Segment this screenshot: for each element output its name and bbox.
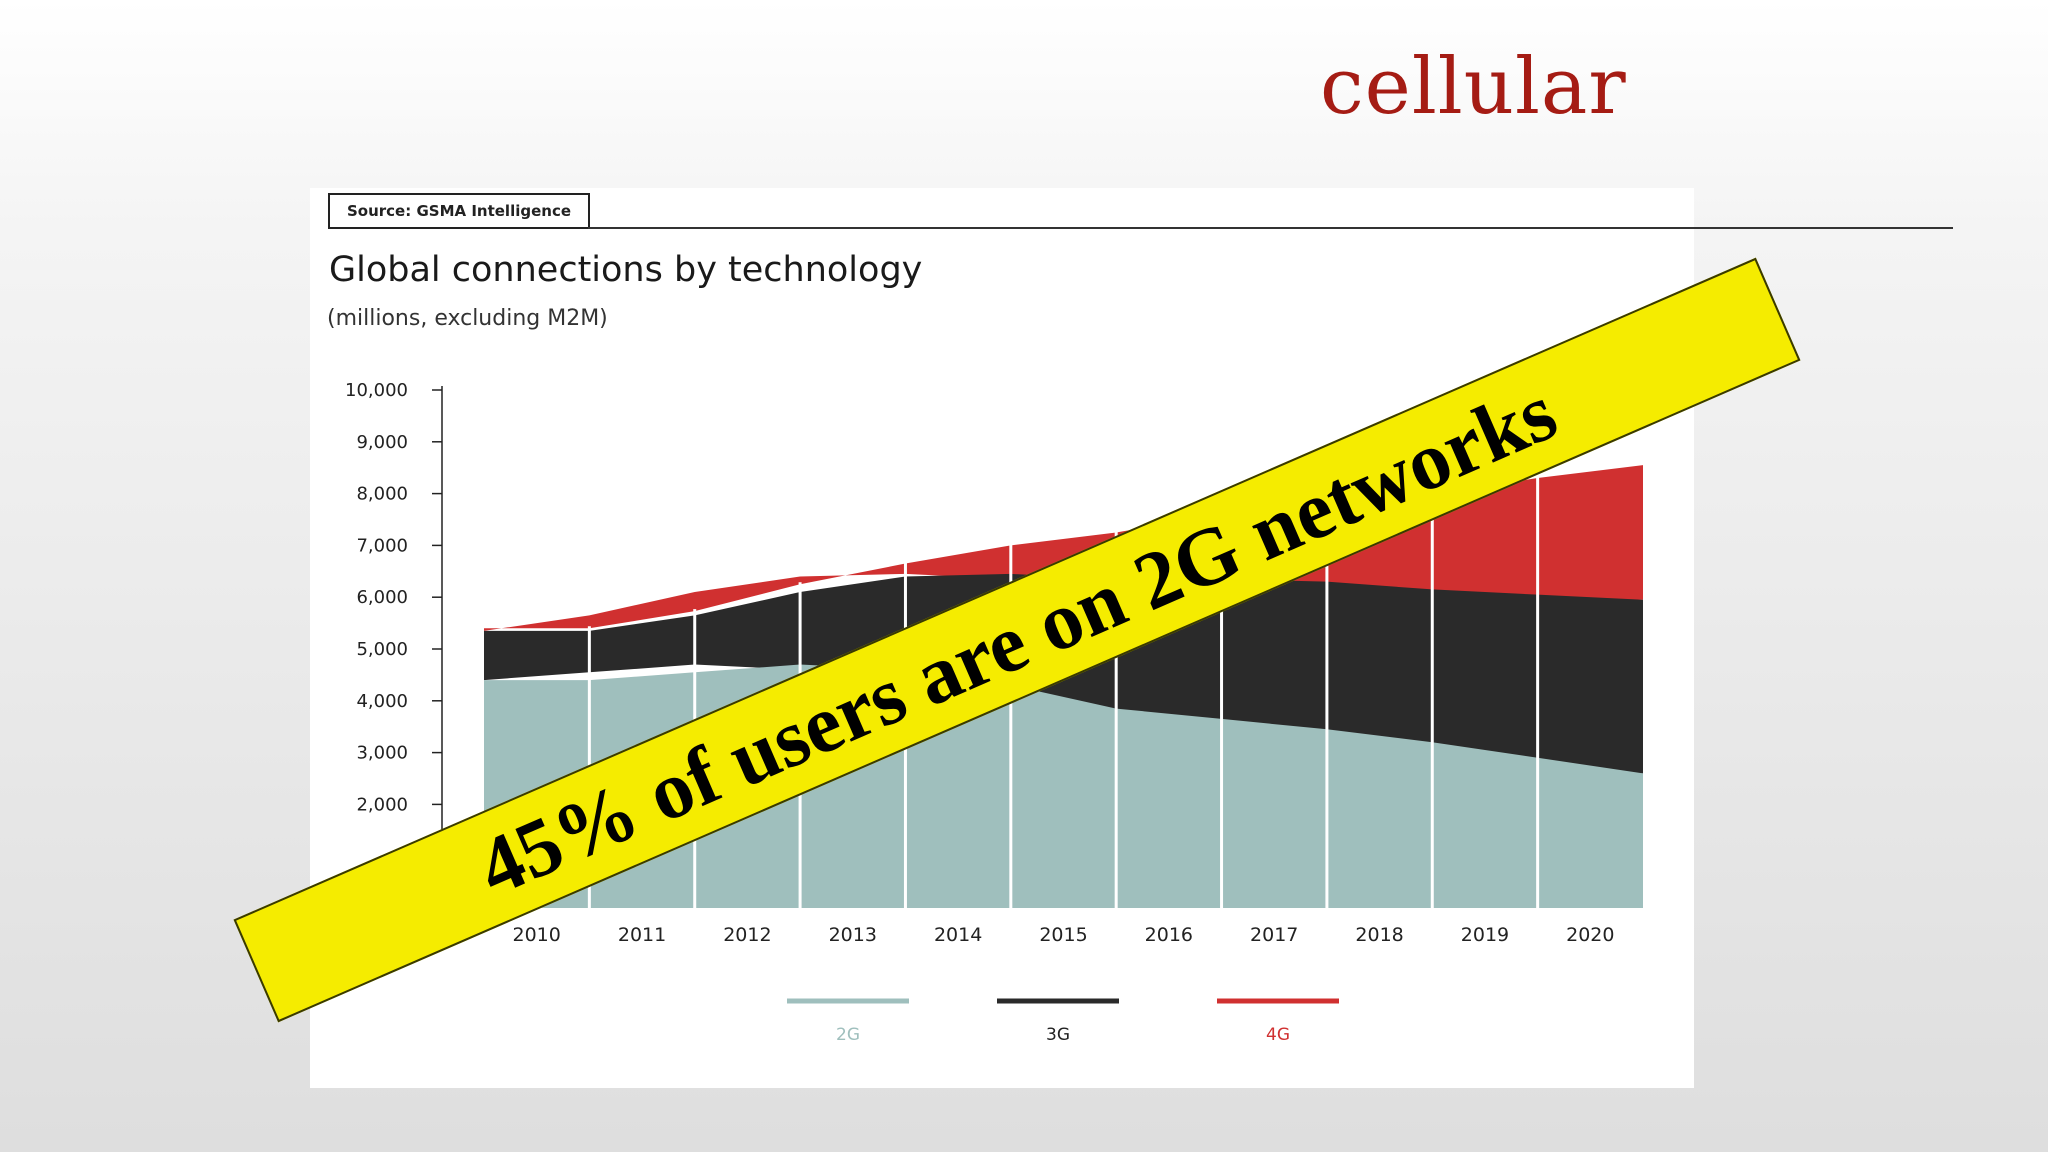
x-tick-label: 2018 [1355, 924, 1403, 946]
x-tick-label: 2016 [1145, 924, 1193, 946]
x-tick-label: 2015 [1039, 924, 1087, 946]
x-tick-label: 2010 [513, 924, 561, 946]
y-tick-label: 4,000 [356, 691, 408, 712]
y-tick-label: 3,000 [356, 743, 408, 764]
legend-label-2g: 2G [836, 1025, 860, 1045]
y-tick-label: 5,000 [356, 639, 408, 660]
source-label: Source: GSMA Intelligence [328, 193, 590, 229]
chart-subtitle: (millions, excluding M2M) [327, 306, 608, 331]
x-tick-label: 2011 [618, 924, 666, 946]
x-tick-label: 2014 [934, 924, 982, 946]
y-tick-label: 9,000 [356, 432, 408, 453]
chart-title: Global connections by technology [329, 250, 923, 290]
legend-label-4g: 4G [1266, 1025, 1290, 1045]
slide-title: cellular [1320, 42, 1627, 132]
source-rule [588, 227, 1953, 229]
x-tick-label: 2013 [829, 924, 877, 946]
x-tick-label: 2020 [1566, 924, 1614, 946]
legend-label-3g: 3G [1046, 1025, 1070, 1045]
y-tick-label: 7,000 [356, 535, 408, 556]
y-tick-label: 2,000 [356, 794, 408, 815]
x-tick-label: 2019 [1461, 924, 1509, 946]
y-tick-label: 8,000 [356, 484, 408, 505]
x-tick-label: 2017 [1250, 924, 1298, 946]
y-tick-label: 6,000 [356, 587, 408, 608]
x-tick-label: 2012 [723, 924, 771, 946]
y-tick-label: 10,000 [345, 380, 408, 401]
